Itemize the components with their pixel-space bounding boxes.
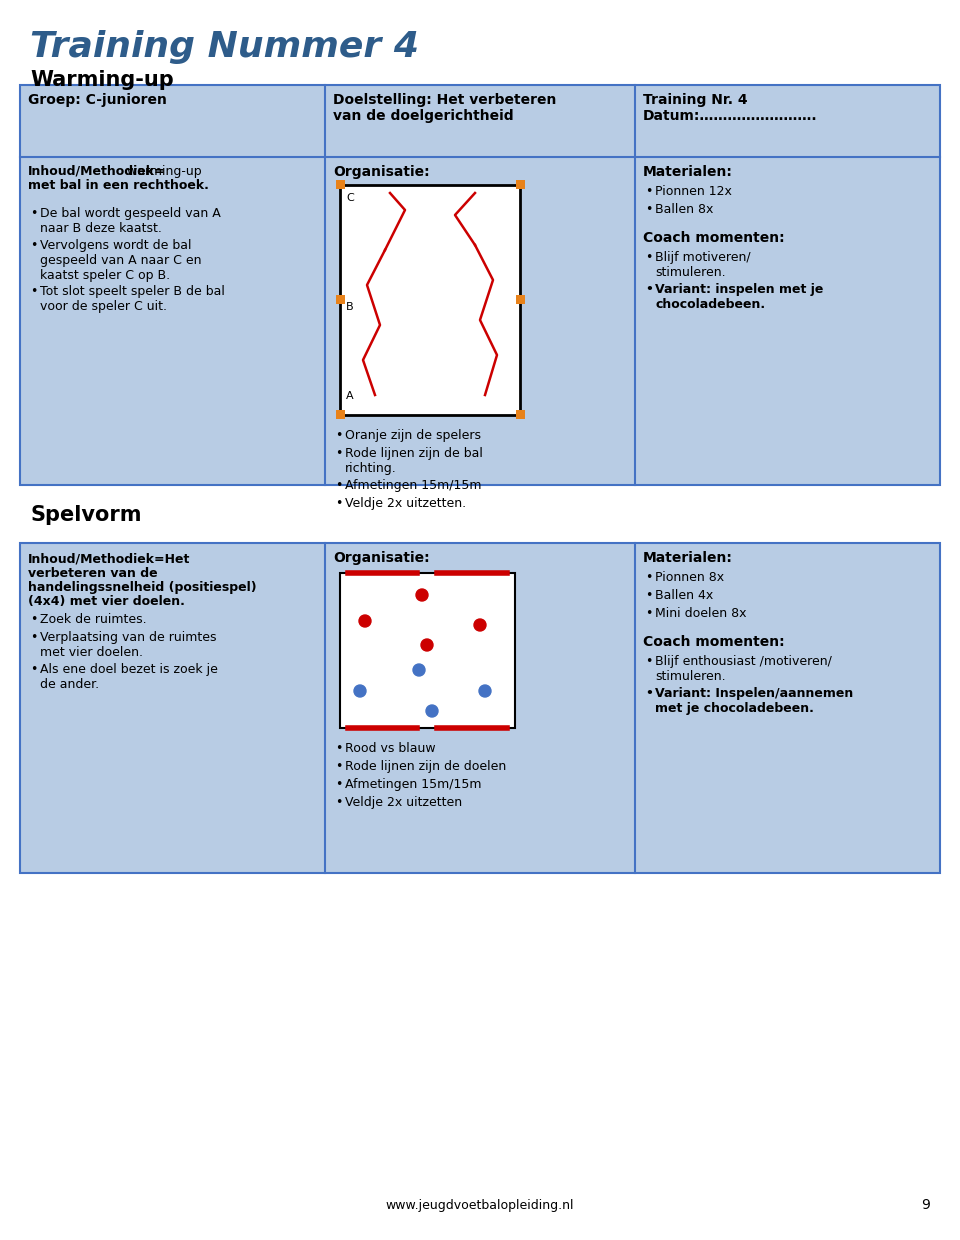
Text: •: • bbox=[335, 497, 343, 510]
Text: •: • bbox=[30, 239, 37, 252]
Bar bbox=[20, 86, 940, 485]
Text: Groep: C-junioren: Groep: C-junioren bbox=[28, 93, 167, 107]
Circle shape bbox=[359, 615, 371, 627]
Text: Vervolgens wordt de bal
gespeeld van A naar C en
kaatst speler C op B.: Vervolgens wordt de bal gespeeld van A n… bbox=[40, 239, 202, 281]
Text: Coach momenten:: Coach momenten: bbox=[643, 635, 784, 649]
Text: Rood vs blauw: Rood vs blauw bbox=[345, 742, 436, 755]
Text: www.jeugdvoetbalopleiding.nl: www.jeugdvoetbalopleiding.nl bbox=[386, 1199, 574, 1211]
Text: warming-up: warming-up bbox=[123, 165, 202, 179]
Text: Afmetingen 15m/15m: Afmetingen 15m/15m bbox=[345, 777, 482, 791]
Text: Datum:…………………….: Datum:……………………. bbox=[643, 109, 818, 123]
Text: Verplaatsing van de ruimtes
met vier doelen.: Verplaatsing van de ruimtes met vier doe… bbox=[40, 631, 217, 658]
Text: Oranje zijn de spelers: Oranje zijn de spelers bbox=[345, 429, 481, 441]
Text: Materialen:: Materialen: bbox=[643, 551, 732, 565]
Circle shape bbox=[413, 663, 425, 676]
Bar bbox=[336, 295, 345, 304]
Bar bbox=[516, 180, 525, 188]
Text: Doelstelling: Het verbeteren: Doelstelling: Het verbeteren bbox=[333, 93, 557, 107]
Text: Veldje 2x uitzetten: Veldje 2x uitzetten bbox=[345, 796, 462, 808]
Text: Warming-up: Warming-up bbox=[30, 69, 174, 91]
Text: Ballen 4x: Ballen 4x bbox=[655, 589, 713, 601]
Bar bbox=[340, 573, 515, 728]
Text: •: • bbox=[30, 631, 37, 644]
Text: •: • bbox=[335, 479, 343, 492]
Text: •: • bbox=[645, 655, 653, 668]
Text: Coach momenten:: Coach momenten: bbox=[643, 231, 784, 246]
Text: Blijf motiveren/
stimuleren.: Blijf motiveren/ stimuleren. bbox=[655, 250, 751, 279]
Text: •: • bbox=[335, 446, 343, 460]
Bar bbox=[516, 410, 525, 419]
Text: Rode lijnen zijn de doelen: Rode lijnen zijn de doelen bbox=[345, 760, 506, 773]
Text: C: C bbox=[346, 193, 353, 203]
Circle shape bbox=[416, 589, 428, 601]
Text: met bal in een rechthoek.: met bal in een rechthoek. bbox=[28, 179, 209, 192]
Circle shape bbox=[426, 706, 438, 717]
Text: Ballen 8x: Ballen 8x bbox=[655, 203, 713, 216]
Text: verbeteren van de: verbeteren van de bbox=[28, 567, 157, 580]
Text: 9: 9 bbox=[922, 1198, 930, 1211]
Bar bbox=[340, 185, 520, 415]
Text: •: • bbox=[30, 613, 37, 626]
Text: •: • bbox=[30, 285, 37, 298]
Text: •: • bbox=[645, 203, 653, 216]
Text: •: • bbox=[645, 250, 653, 264]
Text: De bal wordt gespeeld van A
naar B deze kaatst.: De bal wordt gespeeld van A naar B deze … bbox=[40, 207, 221, 236]
Text: •: • bbox=[335, 429, 343, 441]
Circle shape bbox=[421, 639, 433, 651]
Circle shape bbox=[474, 619, 486, 631]
Text: Variant: inspelen met je
chocoladebeen.: Variant: inspelen met je chocoladebeen. bbox=[655, 283, 824, 311]
Text: •: • bbox=[30, 207, 37, 219]
Text: B: B bbox=[346, 303, 353, 312]
Text: Training Nummer 4: Training Nummer 4 bbox=[30, 30, 419, 64]
Text: van de doelgerichtheid: van de doelgerichtheid bbox=[333, 109, 514, 123]
Text: •: • bbox=[335, 760, 343, 773]
Text: Veldje 2x uitzetten.: Veldje 2x uitzetten. bbox=[345, 497, 467, 510]
Text: Materialen:: Materialen: bbox=[643, 165, 732, 179]
Text: Variant: Inspelen/aannemen
met je chocoladebeen.: Variant: Inspelen/aannemen met je chocol… bbox=[655, 687, 853, 715]
Text: •: • bbox=[335, 742, 343, 755]
Bar bbox=[336, 410, 345, 419]
Text: A: A bbox=[346, 391, 353, 401]
Text: Organisatie:: Organisatie: bbox=[333, 165, 430, 179]
Text: •: • bbox=[645, 589, 653, 601]
Text: •: • bbox=[30, 663, 37, 676]
Bar bbox=[20, 543, 940, 873]
Text: handelingssnelheid (positiespel): handelingssnelheid (positiespel) bbox=[28, 582, 256, 594]
Text: Blijf enthousiast /motiveren/
stimuleren.: Blijf enthousiast /motiveren/ stimuleren… bbox=[655, 655, 832, 683]
Text: Spelvorm: Spelvorm bbox=[30, 505, 141, 525]
Text: Pionnen 8x: Pionnen 8x bbox=[655, 570, 724, 584]
Text: •: • bbox=[645, 185, 653, 198]
Text: (4x4) met vier doelen.: (4x4) met vier doelen. bbox=[28, 595, 185, 608]
Text: •: • bbox=[645, 570, 653, 584]
Text: Pionnen 12x: Pionnen 12x bbox=[655, 185, 732, 198]
Bar bbox=[516, 295, 525, 304]
Text: Inhoud/Methodiek=Het: Inhoud/Methodiek=Het bbox=[28, 553, 190, 565]
Text: Afmetingen 15m/15m: Afmetingen 15m/15m bbox=[345, 479, 482, 492]
Text: •: • bbox=[645, 687, 653, 701]
Text: Organisatie:: Organisatie: bbox=[333, 551, 430, 565]
Text: Als ene doel bezet is zoek je
de ander.: Als ene doel bezet is zoek je de ander. bbox=[40, 663, 218, 691]
Text: •: • bbox=[645, 608, 653, 620]
Text: Tot slot speelt speler B de bal
voor de speler C uit.: Tot slot speelt speler B de bal voor de … bbox=[40, 285, 225, 312]
Circle shape bbox=[354, 684, 366, 697]
Text: •: • bbox=[645, 283, 653, 296]
Bar bbox=[336, 180, 345, 188]
Text: •: • bbox=[335, 777, 343, 791]
Text: Mini doelen 8x: Mini doelen 8x bbox=[655, 608, 747, 620]
Circle shape bbox=[479, 684, 491, 697]
Text: Zoek de ruimtes.: Zoek de ruimtes. bbox=[40, 613, 147, 626]
Text: Rode lijnen zijn de bal
richting.: Rode lijnen zijn de bal richting. bbox=[345, 446, 483, 475]
Text: Training Nr. 4: Training Nr. 4 bbox=[643, 93, 748, 107]
Text: Inhoud/Methodiek=: Inhoud/Methodiek= bbox=[28, 165, 166, 179]
Text: •: • bbox=[335, 796, 343, 808]
